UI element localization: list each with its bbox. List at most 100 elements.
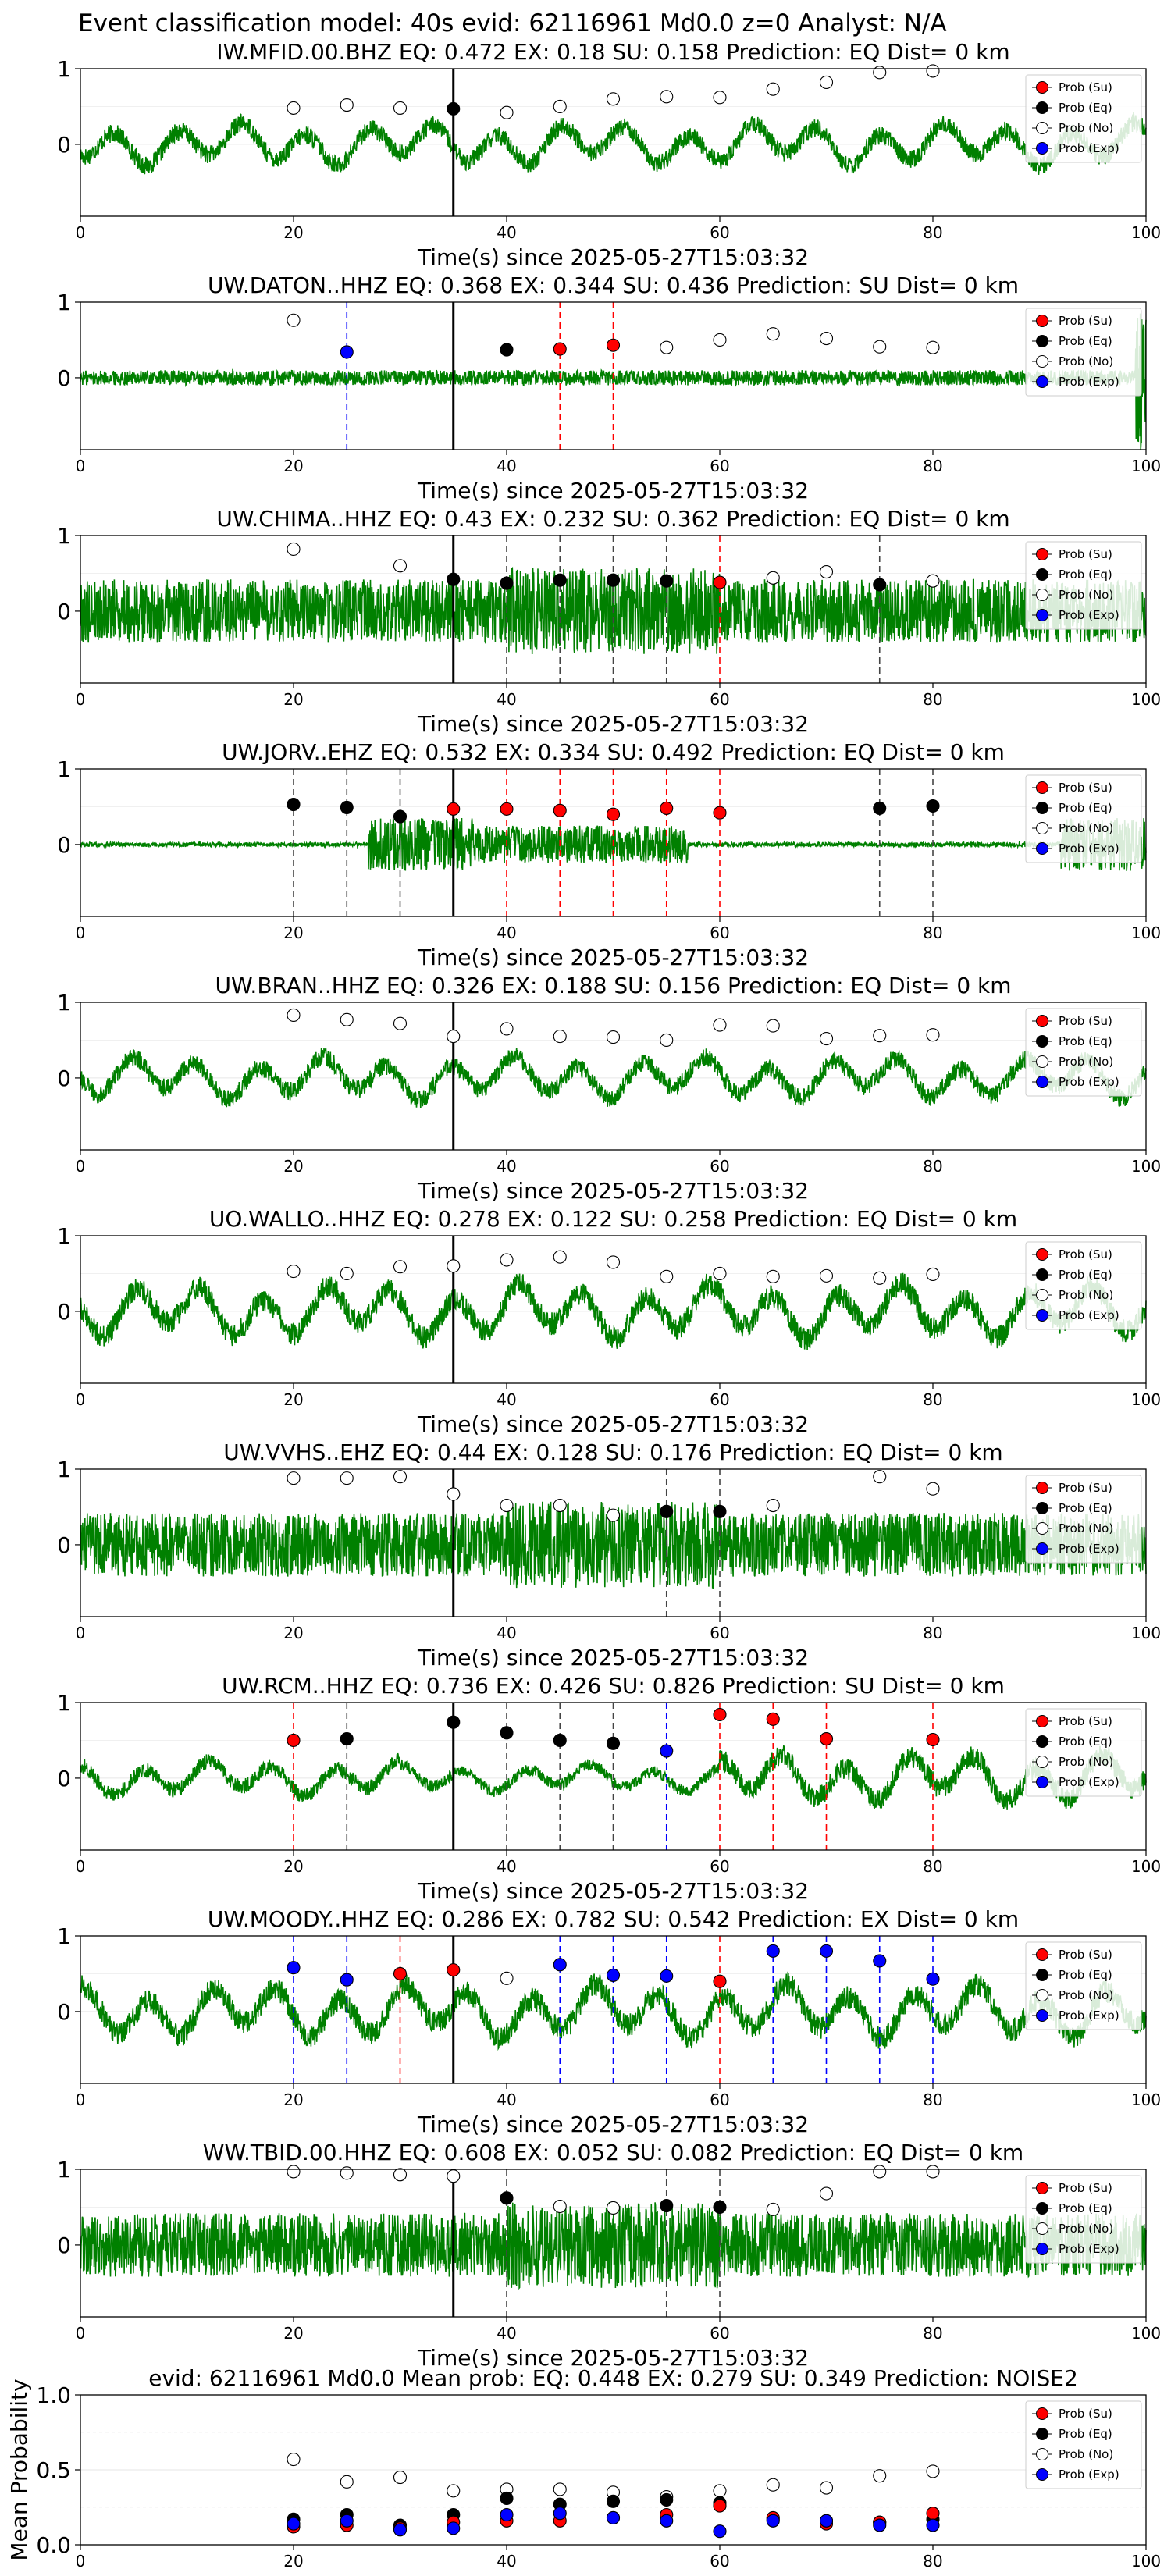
legend-marker <box>1036 2407 1048 2420</box>
prob-marker-eq <box>606 573 621 587</box>
prob-marker-no <box>500 1022 514 1036</box>
station-panel: UW.CHIMA..HHZ EQ: 0.43 EX: 0.232 SU: 0.3… <box>57 506 1161 737</box>
legend-label: Prob (Eq) <box>1059 334 1112 348</box>
prob-marker-eq <box>553 1733 567 1748</box>
legend-marker <box>1036 802 1048 814</box>
panel-title: UW.MOODY..HHZ EQ: 0.286 EX: 0.782 SU: 0.… <box>208 1906 1019 1932</box>
station-panel: UW.VVHS..EHZ EQ: 0.44 EX: 0.128 SU: 0.17… <box>57 1439 1161 1670</box>
prob-marker-su <box>500 802 514 816</box>
prob-marker-no <box>819 2186 834 2201</box>
prob-marker-no <box>287 2165 301 2179</box>
y-tick-label: 0 <box>57 365 71 391</box>
x-tick-label: 0 <box>76 1857 86 1876</box>
prob-marker-exp <box>393 2523 408 2537</box>
legend-label: Prob (Su) <box>1059 1247 1112 1261</box>
legend-label: Prob (Exp) <box>1059 1075 1119 1089</box>
prob-marker-su <box>926 2507 940 2521</box>
prob-marker-exp <box>287 1961 301 1975</box>
legend-label: Prob (Su) <box>1059 2407 1112 2421</box>
legend-marker <box>1036 1035 1048 1048</box>
legend-marker <box>1036 122 1048 134</box>
prob-marker-no <box>553 2482 567 2496</box>
axes-frame <box>80 1468 1147 1617</box>
prob-marker-su <box>713 1707 727 1722</box>
legend-marker <box>1036 1076 1048 1088</box>
prob-marker-su <box>713 575 727 589</box>
legend-box <box>1025 74 1142 163</box>
legend-marker <box>1036 1969 1048 1981</box>
legend-label: Prob (No) <box>1059 1521 1113 1535</box>
x-tick-label: 40 <box>497 923 516 942</box>
prob-marker-no <box>447 1259 461 1273</box>
prob-marker-no <box>713 1266 727 1281</box>
y-tick-label: 1 <box>57 1223 71 1249</box>
x-tick-label: 20 <box>283 690 303 709</box>
x-tick-label: 100 <box>1131 2324 1161 2343</box>
prob-marker-no <box>500 1498 514 1513</box>
x-tick-label: 40 <box>497 1624 516 1642</box>
prob-marker-no <box>340 98 354 112</box>
prob-marker-exp <box>287 2517 301 2531</box>
x-tick-label: 60 <box>710 457 729 475</box>
x-axis-label: Time(s) since 2025-05-27T15:03:32 <box>417 945 809 970</box>
prob-marker-no <box>819 331 834 346</box>
prob-marker-no <box>713 333 727 347</box>
x-tick-label: 60 <box>710 690 729 709</box>
x-tick-label: 60 <box>710 1624 729 1642</box>
panel-title: UW.BRAN..HHZ EQ: 0.326 EX: 0.188 SU: 0.1… <box>215 973 1011 998</box>
x-tick-label: 60 <box>710 2552 729 2571</box>
x-tick-label: 20 <box>283 2552 303 2571</box>
legend-label: Prob (Su) <box>1059 1948 1112 1962</box>
prob-marker-no <box>287 1265 301 1279</box>
x-tick-label: 80 <box>923 690 942 709</box>
prob-marker-no <box>660 1269 674 1283</box>
prob-marker-no <box>926 1482 940 1496</box>
x-tick-label: 40 <box>497 2090 516 2109</box>
station-panel: IW.MFID.00.BHZ EQ: 0.472 EX: 0.18 SU: 0.… <box>57 39 1161 270</box>
prob-marker-eq <box>713 1504 727 1518</box>
legend-marker <box>1036 1542 1048 1555</box>
x-tick-label: 60 <box>710 1857 729 1876</box>
prob-marker-no <box>766 82 780 96</box>
prob-marker-no <box>340 1012 354 1026</box>
legend-box <box>1025 1241 1142 1330</box>
axes-frame <box>80 1235 1147 1384</box>
prob-marker-no <box>606 92 621 106</box>
x-tick-label: 40 <box>497 1857 516 1876</box>
station-panel: UW.BRAN..HHZ EQ: 0.326 EX: 0.188 SU: 0.1… <box>57 973 1161 1204</box>
y-tick-label: 0 <box>57 1299 71 1325</box>
legend-box <box>1025 1708 1142 1797</box>
legend-label: Prob (Eq) <box>1059 2201 1112 2215</box>
prob-marker-exp <box>660 1744 674 1758</box>
legend-marker <box>1036 142 1048 155</box>
x-axis-label: Time(s) since 2025-05-27T15:03:32 <box>417 1411 809 1437</box>
axes-frame <box>80 1002 1147 1151</box>
legend-marker <box>1036 781 1048 794</box>
y-tick-label: 0 <box>57 832 71 858</box>
prob-marker-no <box>873 340 887 354</box>
prob-marker-no <box>606 1508 621 1522</box>
legend-label: Prob (No) <box>1059 1988 1113 2002</box>
legend-label: Prob (No) <box>1059 2222 1113 2236</box>
legend-label: Prob (Exp) <box>1059 2467 1119 2482</box>
y-tick-label: 1 <box>57 990 71 1016</box>
legend-marker <box>1036 2222 1048 2235</box>
x-tick-label: 80 <box>923 923 942 942</box>
prob-marker-no <box>393 1016 408 1030</box>
prob-marker-no <box>819 1268 834 1283</box>
prob-marker-su <box>926 1732 940 1747</box>
axes-frame <box>80 768 1147 917</box>
legend-label: Prob (Exp) <box>1059 2008 1119 2023</box>
prob-marker-su <box>766 1712 780 1726</box>
prob-marker-no <box>553 1498 567 1513</box>
prob-marker-no <box>660 1033 674 1048</box>
prob-marker-no <box>713 1018 727 1032</box>
panel-title: IW.MFID.00.BHZ EQ: 0.472 EX: 0.18 SU: 0.… <box>216 39 1009 65</box>
legend-label: Prob (Su) <box>1059 781 1112 795</box>
y-tick-label: 1 <box>57 1690 71 1716</box>
prob-marker-no <box>500 1253 514 1267</box>
x-tick-label: 100 <box>1131 2552 1161 2571</box>
x-tick-label: 80 <box>923 457 942 475</box>
prob-marker-exp <box>873 2518 887 2532</box>
